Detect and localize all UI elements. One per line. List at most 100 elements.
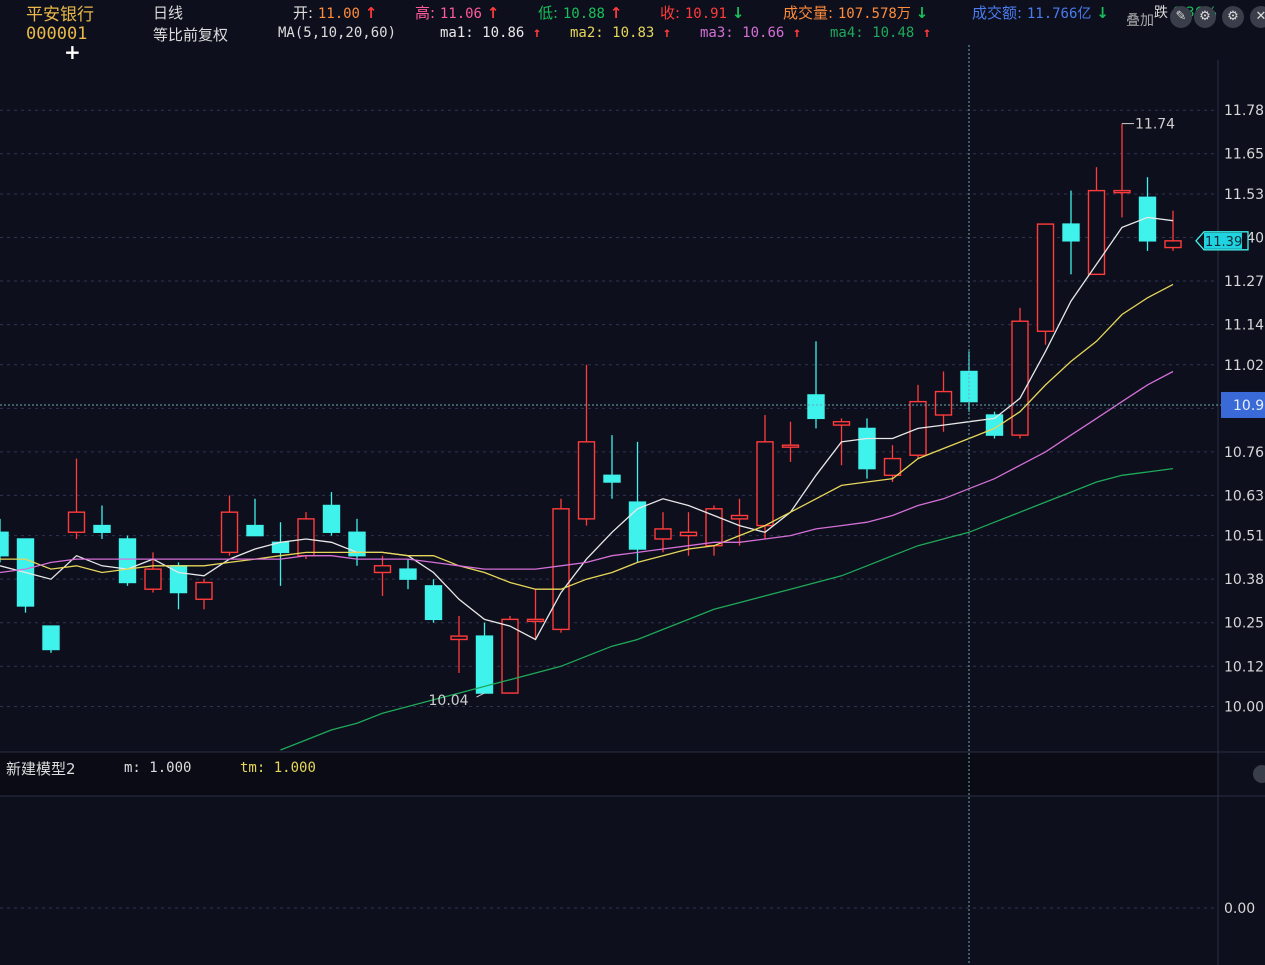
candle: [373, 555, 392, 596]
candle: [246, 498, 264, 537]
candle: [603, 435, 621, 499]
candle-body: [93, 524, 111, 533]
candle: [0, 518, 9, 563]
amount-info: 成交额: 11.766亿 ↓: [972, 2, 1109, 23]
period-label[interactable]: 日线: [153, 4, 184, 22]
arrow-up-icon: ↑: [922, 25, 932, 41]
candle: [399, 559, 417, 590]
low-label: 低:: [538, 4, 559, 22]
ma-params[interactable]: MA(5,10,20,60): [278, 25, 397, 41]
candle-body: [807, 394, 825, 420]
draw-tool-icon[interactable]: ✎: [1170, 6, 1192, 28]
close-label: 收:: [660, 4, 681, 22]
y-tick-label: 10.38: [1224, 572, 1264, 588]
candle-body: [1011, 320, 1029, 436]
tm-value: 1.000: [273, 760, 316, 776]
adjust-label[interactable]: 等比前复权: [153, 26, 229, 44]
volume-info: 成交量: 107.578万 ↓: [783, 2, 928, 23]
ma-lines: [0, 216, 1174, 751]
candle-body: [1113, 189, 1131, 194]
candle: [42, 625, 60, 653]
candle-body: [1087, 189, 1106, 276]
y-tick-label: 11.53: [1224, 187, 1264, 203]
y-tick-label: 11.78: [1224, 103, 1264, 119]
crosshair-price-label: 10.9: [1233, 398, 1264, 414]
options-icon[interactable]: ⚙: [1222, 6, 1244, 28]
candle-body: [118, 538, 137, 584]
candle-body: [756, 441, 774, 527]
candle-body: [858, 427, 876, 470]
y-tick-label: 10.51: [1224, 529, 1264, 545]
candle: [195, 579, 213, 610]
candle: [501, 616, 519, 694]
candle: [1062, 190, 1080, 275]
candle-body: [577, 441, 596, 520]
candle: [628, 441, 647, 563]
ma4-value: 10.48: [872, 25, 915, 41]
candle: [654, 512, 672, 553]
arrow-up-icon: ↑: [364, 4, 378, 22]
candle: [450, 616, 468, 673]
candle: [348, 518, 366, 566]
settings-icon[interactable]: ⚙: [1194, 6, 1216, 28]
y2-tick-label: 0.00: [1224, 901, 1255, 917]
open-label: 开:: [293, 4, 314, 22]
ma2-info: ma2: 10.83 ↑: [570, 25, 671, 41]
crosshair-price-box: [1221, 391, 1265, 418]
candle: [858, 418, 876, 479]
y-tick-label: 11.14: [1224, 318, 1264, 334]
arrow-down-icon: ↓: [731, 4, 745, 22]
lower-tm-info: tm: 1.000: [240, 760, 316, 776]
candle-body: [348, 531, 366, 557]
candle: [1087, 167, 1106, 276]
y-tick-label: 11.02: [1224, 358, 1264, 374]
ma2-label: ma2:: [570, 25, 604, 41]
open-info: 开: 11.00 ↑: [293, 2, 377, 23]
volume-value: 107.578万: [837, 6, 911, 22]
candle: [322, 492, 341, 536]
arrow-up-icon: ↑: [609, 4, 623, 22]
m-label: m:: [124, 760, 141, 776]
ma2-value: 10.83: [612, 25, 655, 41]
ma4-label: ma4:: [830, 25, 864, 41]
lower-panel-header: [0, 752, 1218, 796]
candle: [144, 552, 162, 593]
plus-icon[interactable]: +: [64, 40, 81, 64]
candle: [93, 505, 111, 539]
arrow-up-icon: ↑: [662, 25, 672, 41]
candle: [475, 622, 494, 694]
candle-body: [501, 618, 519, 694]
candle-body: [603, 474, 621, 483]
low-marker-line: [476, 692, 485, 698]
candle: [526, 589, 545, 640]
ma1-value: 10.86: [482, 25, 525, 41]
arrow-up-icon: ↑: [792, 25, 802, 41]
candle-body: [195, 581, 213, 600]
candle-body: [1164, 240, 1182, 249]
candle-body: [450, 635, 468, 641]
candle: [1011, 307, 1029, 439]
candle-body: [42, 625, 60, 651]
close-icon[interactable]: ✕: [1250, 6, 1265, 28]
low-info: 低: 10.88 ↑: [538, 2, 622, 23]
candle-body: [526, 618, 545, 623]
candle: [220, 495, 239, 556]
ma-line-ma3: [0, 370, 1174, 574]
last-price-label: 11.39: [1205, 235, 1242, 250]
overlay-button[interactable]: 叠加: [1126, 13, 1154, 29]
candle-body: [144, 568, 162, 590]
candle: [909, 384, 927, 459]
ma1-label: ma1:: [440, 25, 474, 41]
lower-panel-title: 新建模型2: [6, 760, 76, 778]
candle-body: [246, 524, 264, 537]
candle-body: [679, 531, 698, 537]
y-tick-label: 10.12: [1224, 659, 1264, 675]
candle-body: [0, 531, 9, 557]
ma3-label: ma3:: [700, 25, 734, 41]
candle: [1138, 177, 1157, 251]
arrow-up-icon: ↑: [532, 25, 542, 41]
ma3-info: ma3: 10.66 ↑: [700, 25, 801, 41]
y-tick-label: 11.27: [1224, 274, 1264, 290]
ma4-info: ma4: 10.48 ↑: [830, 25, 931, 41]
